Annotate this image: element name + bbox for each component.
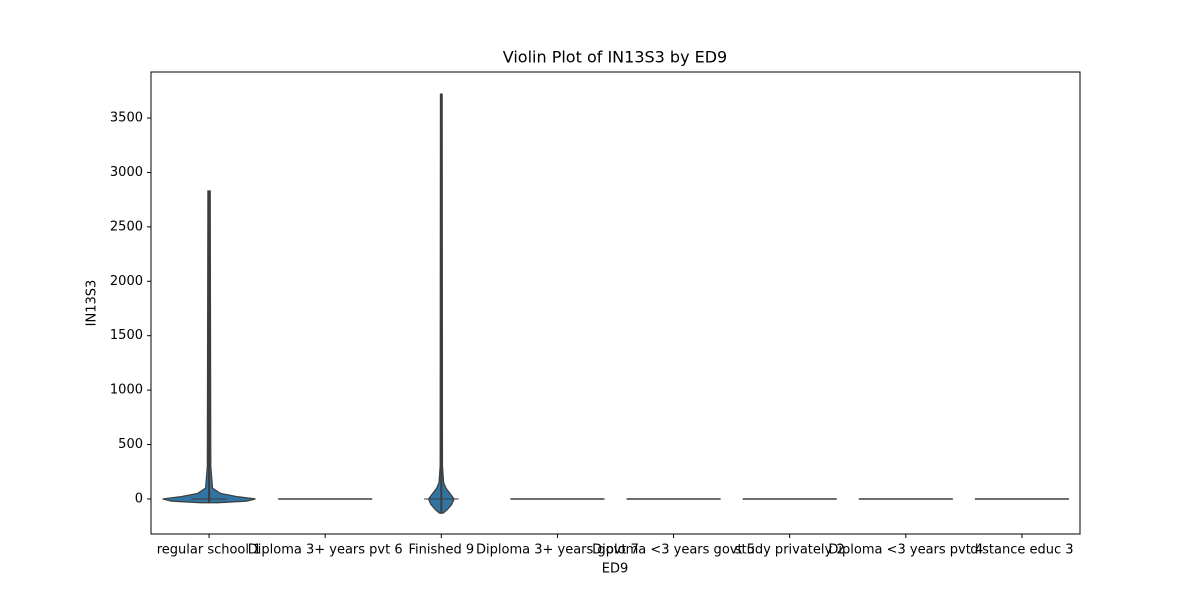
x-tick-label: Diploma <3 years govt 5: [592, 543, 755, 558]
y-tick-label: 2500: [110, 219, 143, 234]
y-tick-label: 1000: [110, 383, 143, 398]
x-tick-label: Finished 9: [408, 543, 474, 558]
x-tick-label: Diploma 3+ years pvt 6: [248, 543, 403, 558]
plot-frame: [150, 71, 1081, 535]
violin-body: [208, 190, 256, 504]
x-tick-label: study privately 2: [735, 543, 845, 558]
x-tick-label: Diploma <3 years pvt 4: [828, 543, 983, 558]
y-tick-label: 1500: [110, 328, 143, 343]
chart-title: Violin Plot of IN13S3 by ED9: [503, 48, 727, 67]
y-tick-label: 0: [135, 491, 143, 506]
violin-body: [427, 93, 442, 514]
y-axis-label: IN13S3: [85, 280, 100, 327]
violin-body: [440, 93, 455, 514]
x-axis-label: ED9: [602, 562, 629, 577]
x-tick-label: Diploma 3+ years govt 7: [476, 543, 639, 558]
violin-body: [162, 190, 210, 504]
y-tick-label: 3500: [110, 111, 143, 126]
y-tick-label: 3000: [110, 165, 143, 180]
x-tick-label: regular school 1: [157, 543, 262, 558]
x-tick-label: distance educ 3: [970, 543, 1073, 558]
y-tick-label: 500: [118, 437, 143, 452]
y-tick-label: 2000: [110, 274, 143, 289]
